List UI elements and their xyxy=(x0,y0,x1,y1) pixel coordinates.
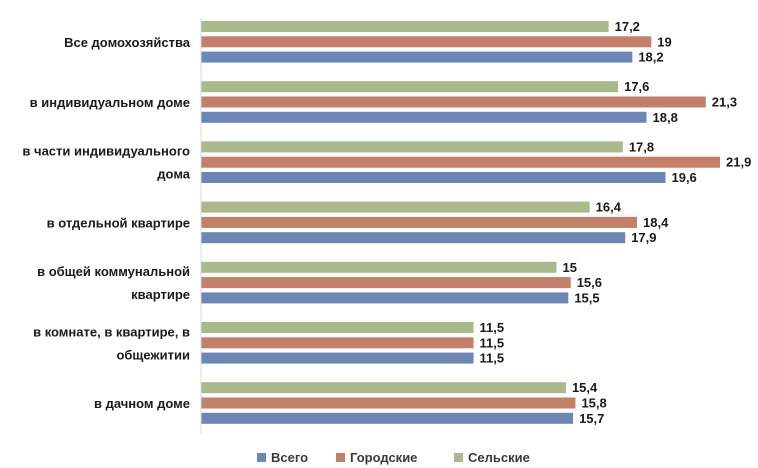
data-label: 11,5 xyxy=(480,320,505,335)
category-label: квартире xyxy=(131,287,190,302)
category-label: в части индивидуального xyxy=(22,144,190,159)
data-label: 17,9 xyxy=(631,230,656,245)
data-label: 19 xyxy=(657,34,671,49)
bar-rural-2 xyxy=(201,141,623,153)
data-label: 17,2 xyxy=(615,19,640,34)
bar-rural-5 xyxy=(201,322,474,333)
legend-label: Сельские xyxy=(468,450,530,465)
data-label: 11,5 xyxy=(480,351,505,366)
bar-total-0 xyxy=(201,51,633,63)
category-label: в дачном доме xyxy=(94,396,190,411)
data-label: 17,8 xyxy=(629,139,654,154)
bar-rural-6 xyxy=(201,382,566,394)
data-label: 18,2 xyxy=(638,50,663,65)
data-label: 19,6 xyxy=(671,170,696,185)
legend-swatch xyxy=(257,453,266,462)
bar-urban-5 xyxy=(201,337,474,349)
data-label: 15,4 xyxy=(572,380,598,395)
category-label: в комнате, в квартире, в xyxy=(33,324,190,339)
data-label: 21,9 xyxy=(726,155,751,170)
category-label: Все домохозяйства xyxy=(64,35,191,50)
data-label: 18,4 xyxy=(643,215,669,230)
bar-urban-0 xyxy=(201,36,652,48)
category-label: в отдельной квартире xyxy=(47,215,190,230)
bar-rural-3 xyxy=(201,201,590,213)
bars-layer xyxy=(201,21,720,424)
bar-urban-2 xyxy=(201,156,720,168)
bar-urban-3 xyxy=(201,216,638,228)
data-label: 15,8 xyxy=(581,396,606,411)
legend: Всего Городские Сельские xyxy=(257,450,530,465)
legend-swatch xyxy=(336,453,345,462)
data-label: 15,7 xyxy=(579,411,604,426)
category-label: дома xyxy=(157,167,190,182)
bar-urban-1 xyxy=(201,96,706,108)
bar-urban-4 xyxy=(201,277,571,289)
legend-label: Всего xyxy=(271,450,308,465)
bar-urban-6 xyxy=(201,397,576,409)
bar-rural-4 xyxy=(201,261,557,273)
legend-swatch xyxy=(454,453,463,462)
bar-rural-1 xyxy=(201,81,619,93)
data-label: 16,4 xyxy=(596,200,622,215)
data-label: 18,8 xyxy=(653,110,678,125)
data-label: 17,6 xyxy=(624,79,649,94)
data-label: 15,6 xyxy=(577,275,602,290)
data-label: 11,5 xyxy=(480,335,505,350)
bar-total-5 xyxy=(201,352,474,364)
data-label: 15 xyxy=(562,260,576,275)
data-label: 15,5 xyxy=(574,290,599,305)
bar-total-4 xyxy=(201,292,569,304)
bar-total-6 xyxy=(201,412,574,424)
data-label: 21,3 xyxy=(712,95,737,110)
bar-total-2 xyxy=(201,172,666,183)
category-label: в общей коммунальной xyxy=(37,264,190,279)
category-label: в индивидуальном доме xyxy=(30,95,190,110)
bar-total-3 xyxy=(201,232,626,244)
category-label: общежитии xyxy=(116,347,190,362)
legend-label: Городские xyxy=(350,450,417,465)
bar-rural-0 xyxy=(201,21,609,32)
bar-total-1 xyxy=(201,111,647,123)
